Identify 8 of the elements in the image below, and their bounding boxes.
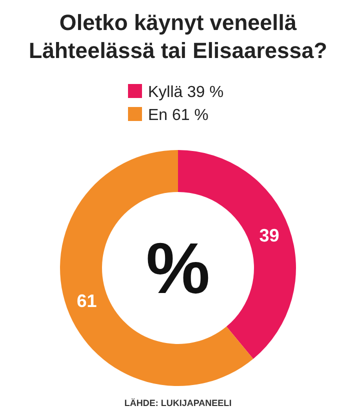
donut-slice xyxy=(60,150,254,386)
text: % xyxy=(146,229,210,310)
data-label: 61 xyxy=(76,291,97,312)
chart-title: Oletko käynyt veneellä Lähteelässä tai Elisaaressa? xyxy=(28,10,328,63)
data-label: 39 xyxy=(259,225,280,246)
legend-label: Kyllä 39 % xyxy=(148,84,224,101)
legend-label: En 61 % xyxy=(148,107,208,124)
text: LÄHDE: LUKIJAPANEELI xyxy=(124,398,232,408)
